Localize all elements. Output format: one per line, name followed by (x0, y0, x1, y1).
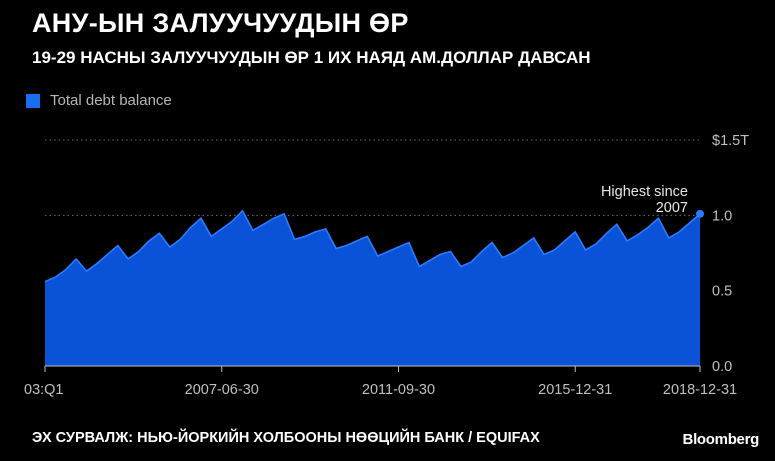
source-note: ЭХ СУРВАЛЖ: НЬЮ-ЙОРКИЙН ХОЛБООНЫ НӨӨЦИЙН… (32, 430, 540, 446)
y-tick-label: 0.5 (712, 284, 732, 300)
bloomberg-logo: Bloomberg (682, 431, 760, 448)
y-tick-label: 0.0 (712, 359, 732, 375)
legend: Total debt balance (26, 92, 172, 109)
x-tick-label: 2011-09-30 (362, 382, 435, 398)
legend-swatch (26, 93, 40, 108)
annotation-text: Highest since (601, 184, 688, 200)
last-point-marker (696, 209, 704, 218)
y-tick-label: 1.0 (712, 208, 732, 224)
area-fill (45, 210, 700, 366)
legend-label: Total debt balance (50, 92, 172, 109)
x-tick-label: 2007-06-30 (185, 382, 259, 398)
series-line (44, 209, 701, 283)
y-tick-label: $1.5T (712, 133, 749, 149)
x-tick-label: 03:Q1 (24, 382, 64, 398)
x-tick-label: 2015-12-31 (538, 382, 612, 398)
annotation-text: 2007 (656, 200, 688, 216)
chart-title: АНУ-ЫН ЗАЛУУЧУУДЫН ӨР (32, 8, 409, 38)
chart-subtitle: 19-29 НАСНЫ ЗАЛУУЧУУДЫН ӨР 1 ИХ НАЯД АМ.… (32, 48, 591, 67)
x-tick-label: 2018-12-31 (663, 382, 737, 398)
